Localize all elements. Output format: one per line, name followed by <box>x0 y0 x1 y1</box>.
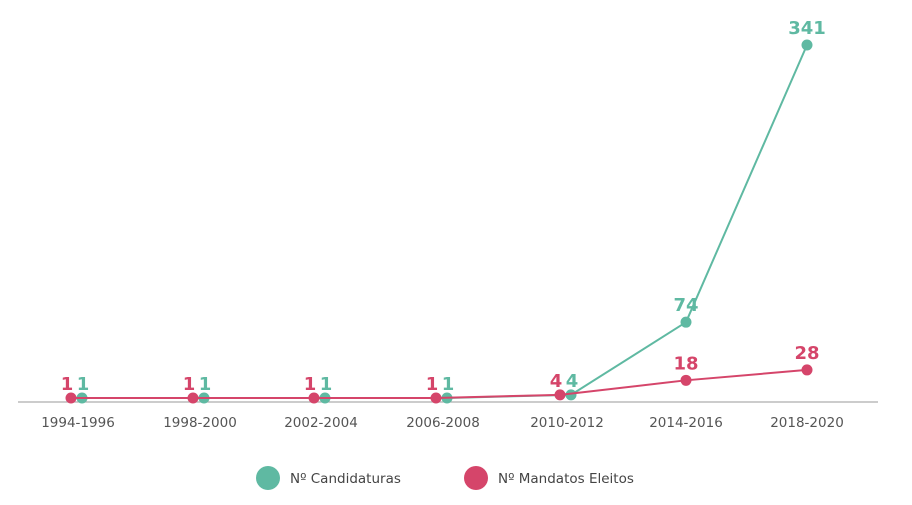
legend-item-candidaturas: Nº Candidaturas <box>256 466 401 490</box>
data-label-mandatos: 1 <box>61 374 74 395</box>
data-label-candidaturas: 1 <box>442 374 455 395</box>
data-point-mandatos <box>65 392 77 404</box>
data-label-mandatos: 4 <box>550 371 563 392</box>
data-label-candidaturas: 1 <box>77 374 90 395</box>
data-point-mandatos <box>554 389 566 401</box>
x-tick-label: 2018-2020 <box>770 415 844 431</box>
data-point-candidaturas <box>801 39 813 51</box>
data-label-mandatos: 1 <box>183 374 196 395</box>
data-label-mandatos: 1 <box>426 374 439 395</box>
data-label-mandatos: 28 <box>794 343 819 364</box>
x-tick-label: 1994-1996 <box>41 415 115 431</box>
data-point-candidaturas <box>680 316 692 328</box>
data-label-candidaturas: 1 <box>199 374 212 395</box>
data-label-candidaturas: 4 <box>566 371 579 392</box>
series-mandatos: 1 1 1 1 418 28 <box>61 343 820 404</box>
legend-label-mandatos: Nº Mandatos Eleitos <box>498 471 634 487</box>
data-label-candidaturas: 1 <box>320 374 333 395</box>
data-point-mandatos <box>308 392 320 404</box>
x-tick-labels: 1994-1996 1998-2000 2002-2004 2006-2008 2010… <box>41 415 844 431</box>
x-tick-label: 2006-2008 <box>406 415 480 431</box>
data-point-candidaturas <box>565 389 577 401</box>
legend-marker-mandatos <box>464 466 488 490</box>
x-tick-label: 2014-2016 <box>649 415 723 431</box>
series-line-candidaturas <box>82 44 808 399</box>
data-label-mandatos: 1 <box>304 374 317 395</box>
data-label-candidaturas: 74 <box>673 295 698 316</box>
data-label-mandatos: 18 <box>673 353 698 374</box>
legend-item-mandatos: Nº Mandatos Eleitos <box>464 466 634 490</box>
data-point-mandatos <box>430 392 442 404</box>
x-tick-label: 1998-2000 <box>163 415 237 431</box>
data-point-mandatos <box>680 374 692 386</box>
data-point-mandatos <box>801 364 813 376</box>
legend: Nº Candidaturas Nº Mandatos Eleitos <box>256 466 634 490</box>
x-tick-label: 2002-2004 <box>284 415 358 431</box>
data-label-candidaturas: 341 <box>788 18 826 39</box>
data-point-mandatos <box>187 392 199 404</box>
x-tick-label: 2010-2012 <box>530 415 604 431</box>
legend-label-candidaturas: Nº Candidaturas <box>290 471 401 487</box>
legend-marker-candidaturas <box>256 466 280 490</box>
